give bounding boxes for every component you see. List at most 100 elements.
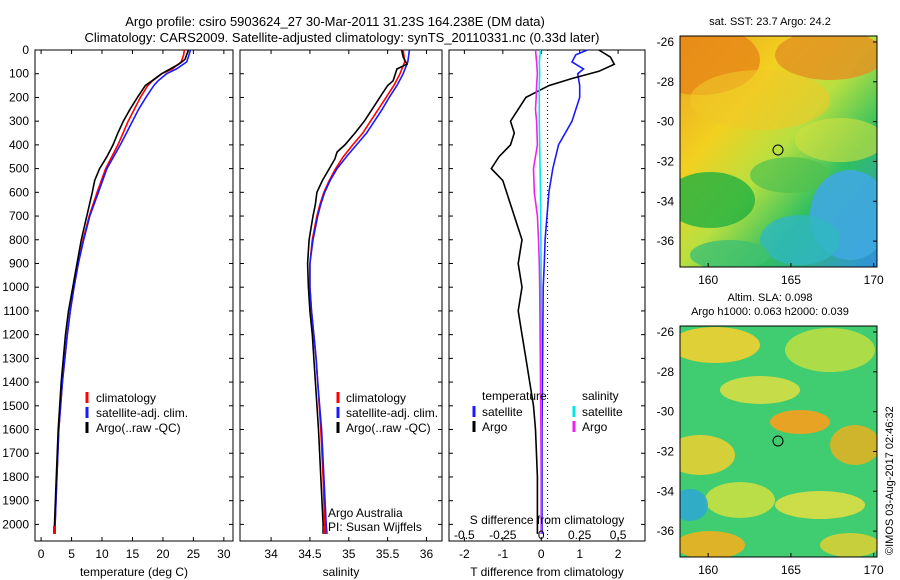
x-tick-label: 35 <box>342 547 356 561</box>
legend-label-satellite: satellite-adj. clim. <box>96 406 188 420</box>
legend-label-t-argo: Argo <box>482 420 508 434</box>
temperature-panel: 0100200300400500600700800900100011001200… <box>2 43 234 579</box>
x-tick-label: 10 <box>95 547 109 561</box>
series-line-salinity-argo <box>532 49 543 534</box>
map-lon-label: 165 <box>781 563 801 577</box>
map-lat-label: -34 <box>657 484 675 498</box>
x-tick-label: 0 <box>38 547 45 561</box>
series-line-temperature-argo <box>490 49 616 534</box>
depth-tick-label: 700 <box>9 209 29 223</box>
depth-tick-label: 200 <box>9 90 29 104</box>
s-difference-label: S difference from climatology <box>470 513 625 527</box>
sst-map-frame <box>679 35 878 268</box>
salinity-panel: 34 34.5 35 35.5 36 salinity climatology sate… <box>239 49 443 579</box>
sst-map-image <box>680 36 877 267</box>
legend-label-climatology: climatology <box>96 391 156 405</box>
s-tick-label: 0.5 <box>610 528 627 542</box>
sla-map-title-1: Altim. SLA: 0.098 <box>728 292 813 304</box>
map-lat-label: -32 <box>657 444 675 458</box>
depth-tick-label: 1400 <box>2 375 29 389</box>
x-tick-label: 30 <box>217 547 231 561</box>
depth-tick-label: 600 <box>9 185 29 199</box>
depth-tick-label: 1800 <box>2 470 29 484</box>
difference-x-axis: -2 -1 0 1 2 <box>449 49 645 561</box>
x-tick-label: 15 <box>126 547 140 561</box>
imos-credit: ©IMOS 03-Aug-2017 02:46:32 <box>884 406 896 555</box>
x-tick-label: -1 <box>497 547 508 561</box>
header-line-2: Climatology: CARS2009. Satellite-adjuste… <box>85 30 600 45</box>
map-lat-label: -30 <box>657 115 675 129</box>
depth-tick-label: 1200 <box>2 328 29 342</box>
legend-label-argo: Argo(..raw -QC) <box>346 421 431 435</box>
map-lon-label: 165 <box>781 273 801 287</box>
s-tick-label: -0.25 <box>489 528 517 542</box>
depth-tick-label: 1000 <box>2 280 29 294</box>
t-difference-xlabel: T difference from climatology <box>470 565 624 579</box>
map-lat-label: -32 <box>657 154 675 168</box>
depth-tick-label: 900 <box>9 256 29 270</box>
sla-map-title-2: Argo h1000: 0.063 h2000: 0.039 <box>691 306 849 318</box>
map-lat-label: -36 <box>657 524 675 538</box>
map-lat-label: -28 <box>657 75 675 89</box>
map-lat-label: -30 <box>657 405 675 419</box>
temperature-legend: climatology satellite-adj. clim. Argo(..… <box>85 391 188 435</box>
difference-series <box>490 49 616 534</box>
s-tick-label: 0 <box>538 528 545 542</box>
depth-tick-label: 400 <box>9 138 29 152</box>
s-difference-tick-labels: -0.5 -0.25 0 0.25 0.5 <box>454 528 627 542</box>
annotation-argo-australia: Argo Australia <box>328 506 403 520</box>
legend-title-temperature: temperature <box>482 389 547 403</box>
map-lon-label: 160 <box>698 273 718 287</box>
legend-label-s-satellite: satellite <box>582 405 623 419</box>
x-tick-label: 36 <box>420 547 434 561</box>
depth-tick-label: 0 <box>22 43 29 57</box>
s-tick-label: 0.25 <box>568 528 592 542</box>
x-tick-label: 2 <box>615 547 622 561</box>
legend-label-climatology: climatology <box>346 391 406 405</box>
map-lat-label: -36 <box>657 234 675 248</box>
sla-map-panel: Altim. SLA: 0.098 Argo h1000: 0.063 h200… <box>657 292 884 577</box>
sst-argo-marker <box>772 144 784 156</box>
x-tick-label: -2 <box>459 547 470 561</box>
sst-map-axes: 160 165 170 -26 -28 -30 -32 -34 -36 <box>657 35 884 287</box>
x-tick-label: 20 <box>156 547 170 561</box>
temperature-series <box>52 49 192 534</box>
temperature-plot-area <box>34 49 234 542</box>
difference-plot-area <box>448 49 646 542</box>
series-line-satellite-adj-clim <box>53 49 192 534</box>
depth-tick-label: 2000 <box>2 517 29 531</box>
series-line-temperature-satellite <box>541 49 588 534</box>
map-lat-label: -26 <box>657 325 675 339</box>
x-tick-label: 25 <box>187 547 201 561</box>
map-lon-label: 170 <box>864 563 884 577</box>
salinity-plot-area <box>239 49 443 542</box>
sla-map-frame <box>679 325 878 558</box>
header-line-1: Argo profile: csiro 5903624_27 30-Mar-20… <box>125 14 545 29</box>
map-lat-label: -34 <box>657 194 675 208</box>
temperature-x-axis: 0 5 10 15 20 25 30 <box>35 49 233 561</box>
map-lon-label: 170 <box>864 273 884 287</box>
series-line-argo-raw-qc <box>53 49 190 534</box>
legend-label-satellite: satellite-adj. clim. <box>346 406 438 420</box>
salinity-x-axis: 34 34.5 35 35.5 36 <box>240 49 442 561</box>
series-line-argo-raw-qc <box>306 49 409 534</box>
depth-tick-label: 1900 <box>2 494 29 508</box>
salinity-xlabel: salinity <box>323 565 360 579</box>
map-lon-label: 160 <box>698 563 718 577</box>
depth-tick-label: 100 <box>9 67 29 81</box>
legend-label-argo: Argo(..raw -QC) <box>96 421 181 435</box>
depth-tick-label: 1100 <box>3 304 29 318</box>
sla-map-axes: 160 165 170 -26 -28 -30 -32 -34 -36 <box>657 325 884 577</box>
map-lat-label: -28 <box>657 365 675 379</box>
x-tick-label: 34.5 <box>298 547 322 561</box>
legend-label-s-argo: Argo <box>582 420 608 434</box>
depth-tick-label: 1500 <box>2 399 29 413</box>
salinity-series <box>306 49 411 534</box>
x-tick-label: 35.5 <box>376 547 400 561</box>
legend-label-t-satellite: satellite <box>482 405 523 419</box>
sla-argo-marker <box>772 435 784 447</box>
x-tick-label: 34 <box>264 547 278 561</box>
depth-tick-label: 1300 <box>2 351 29 365</box>
depth-tick-label: 1600 <box>2 423 29 437</box>
depth-tick-label: 300 <box>9 114 29 128</box>
